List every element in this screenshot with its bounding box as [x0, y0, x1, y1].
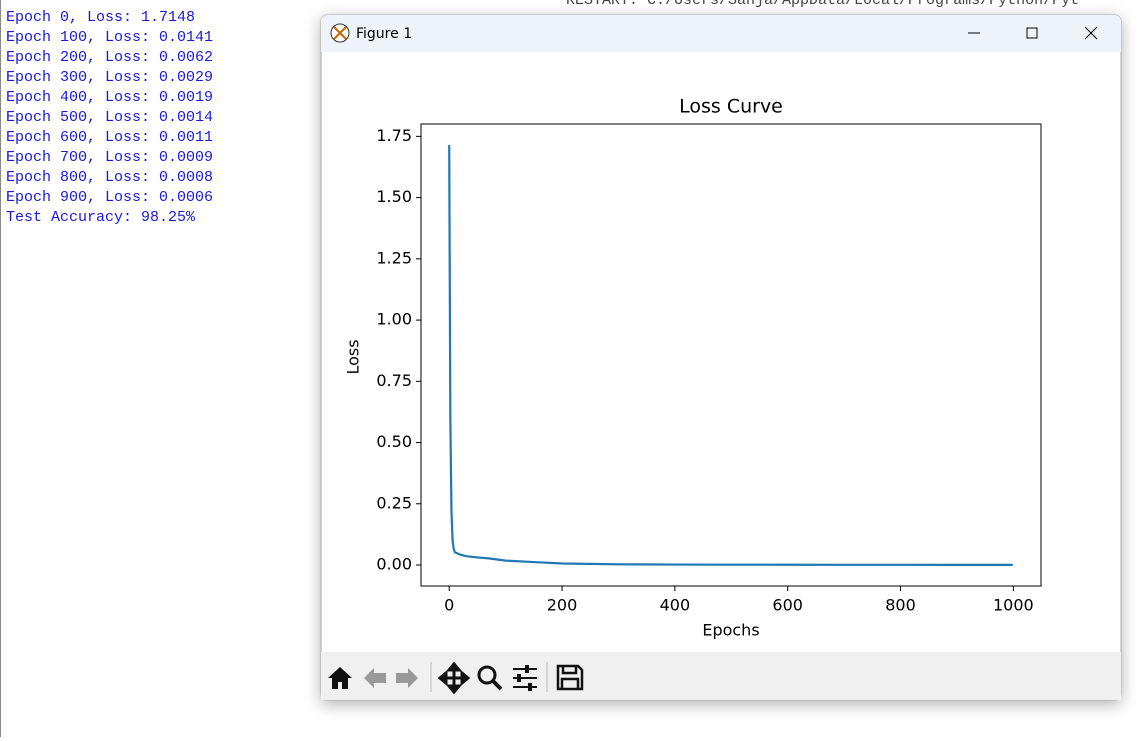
console-line: Epoch 500, Loss: 0.0014 — [6, 109, 213, 126]
x-tick-label: 800 — [885, 596, 916, 615]
window-title: Figure 1 — [356, 26, 412, 42]
console-line: Epoch 200, Loss: 0.0062 — [6, 49, 213, 66]
zoom-button-handle — [491, 679, 503, 691]
x-tick-label: 1000 — [993, 596, 1034, 615]
x-axis-label: Epochs — [702, 621, 759, 640]
x-tick-label: 200 — [547, 596, 578, 615]
console-line: Test Accuracy: 98.25% — [6, 209, 196, 226]
x-tick-label: 0 — [444, 596, 454, 615]
y-tick-label: 0.50 — [376, 432, 412, 451]
forward-button[interactable] — [396, 668, 418, 688]
console-line: Epoch 400, Loss: 0.0019 — [6, 89, 213, 106]
console-header: RESTART: C:/Users/Sanja/AppData/Local/Pr… — [566, 0, 1079, 9]
figure-window: Figure 1 — [320, 14, 1122, 701]
console-line: Epoch 700, Loss: 0.0009 — [6, 149, 213, 166]
y-tick-label: 0.00 — [376, 555, 412, 574]
back-button[interactable] — [364, 668, 386, 688]
console-line: Epoch 300, Loss: 0.0029 — [6, 69, 213, 86]
plot-frame — [420, 123, 1042, 587]
configure-knobs — [517, 665, 532, 691]
chart-title: Loss Curve — [679, 96, 783, 118]
console: Epoch 0, Loss: 1.7148 Epoch 100, Loss: 0.… — [6, 9, 213, 226]
app-icon-mark — [333, 26, 347, 40]
x-tick-label: 600 — [772, 596, 803, 615]
zoom-button[interactable] — [477, 665, 497, 685]
x-tick-label: 400 — [660, 596, 691, 615]
y-tick-label: 0.25 — [376, 493, 412, 512]
y-axis-label: Loss — [344, 339, 363, 374]
y-tick-label: 1.00 — [376, 310, 412, 329]
y-tick-label: 1.50 — [376, 187, 412, 206]
maximize-button[interactable] — [1026, 27, 1038, 39]
y-tick-label: 1.75 — [376, 126, 412, 145]
chart: Loss Curve Epochs Loss 0.00 0.25 0.50 0.75 1… — [344, 96, 1042, 640]
y-tick-label: 0.75 — [376, 371, 412, 390]
home-button[interactable] — [328, 667, 352, 689]
title-bar — [321, 15, 1121, 52]
console-line: Epoch 100, Loss: 0.0141 — [6, 29, 213, 46]
console-line: Epoch 0, Loss: 1.7148 — [6, 9, 195, 26]
save-button[interactable] — [556, 664, 584, 691]
console-line: Epoch 600, Loss: 0.0011 — [6, 129, 213, 146]
console-line: Epoch 800, Loss: 0.0008 — [6, 169, 213, 186]
close-button[interactable] — [1084, 26, 1098, 40]
pan-button[interactable] — [437, 661, 471, 695]
y-tick-label: 1.25 — [376, 248, 412, 267]
loss-line — [448, 144, 1013, 566]
console-line: Epoch 900, Loss: 0.0006 — [6, 189, 213, 206]
